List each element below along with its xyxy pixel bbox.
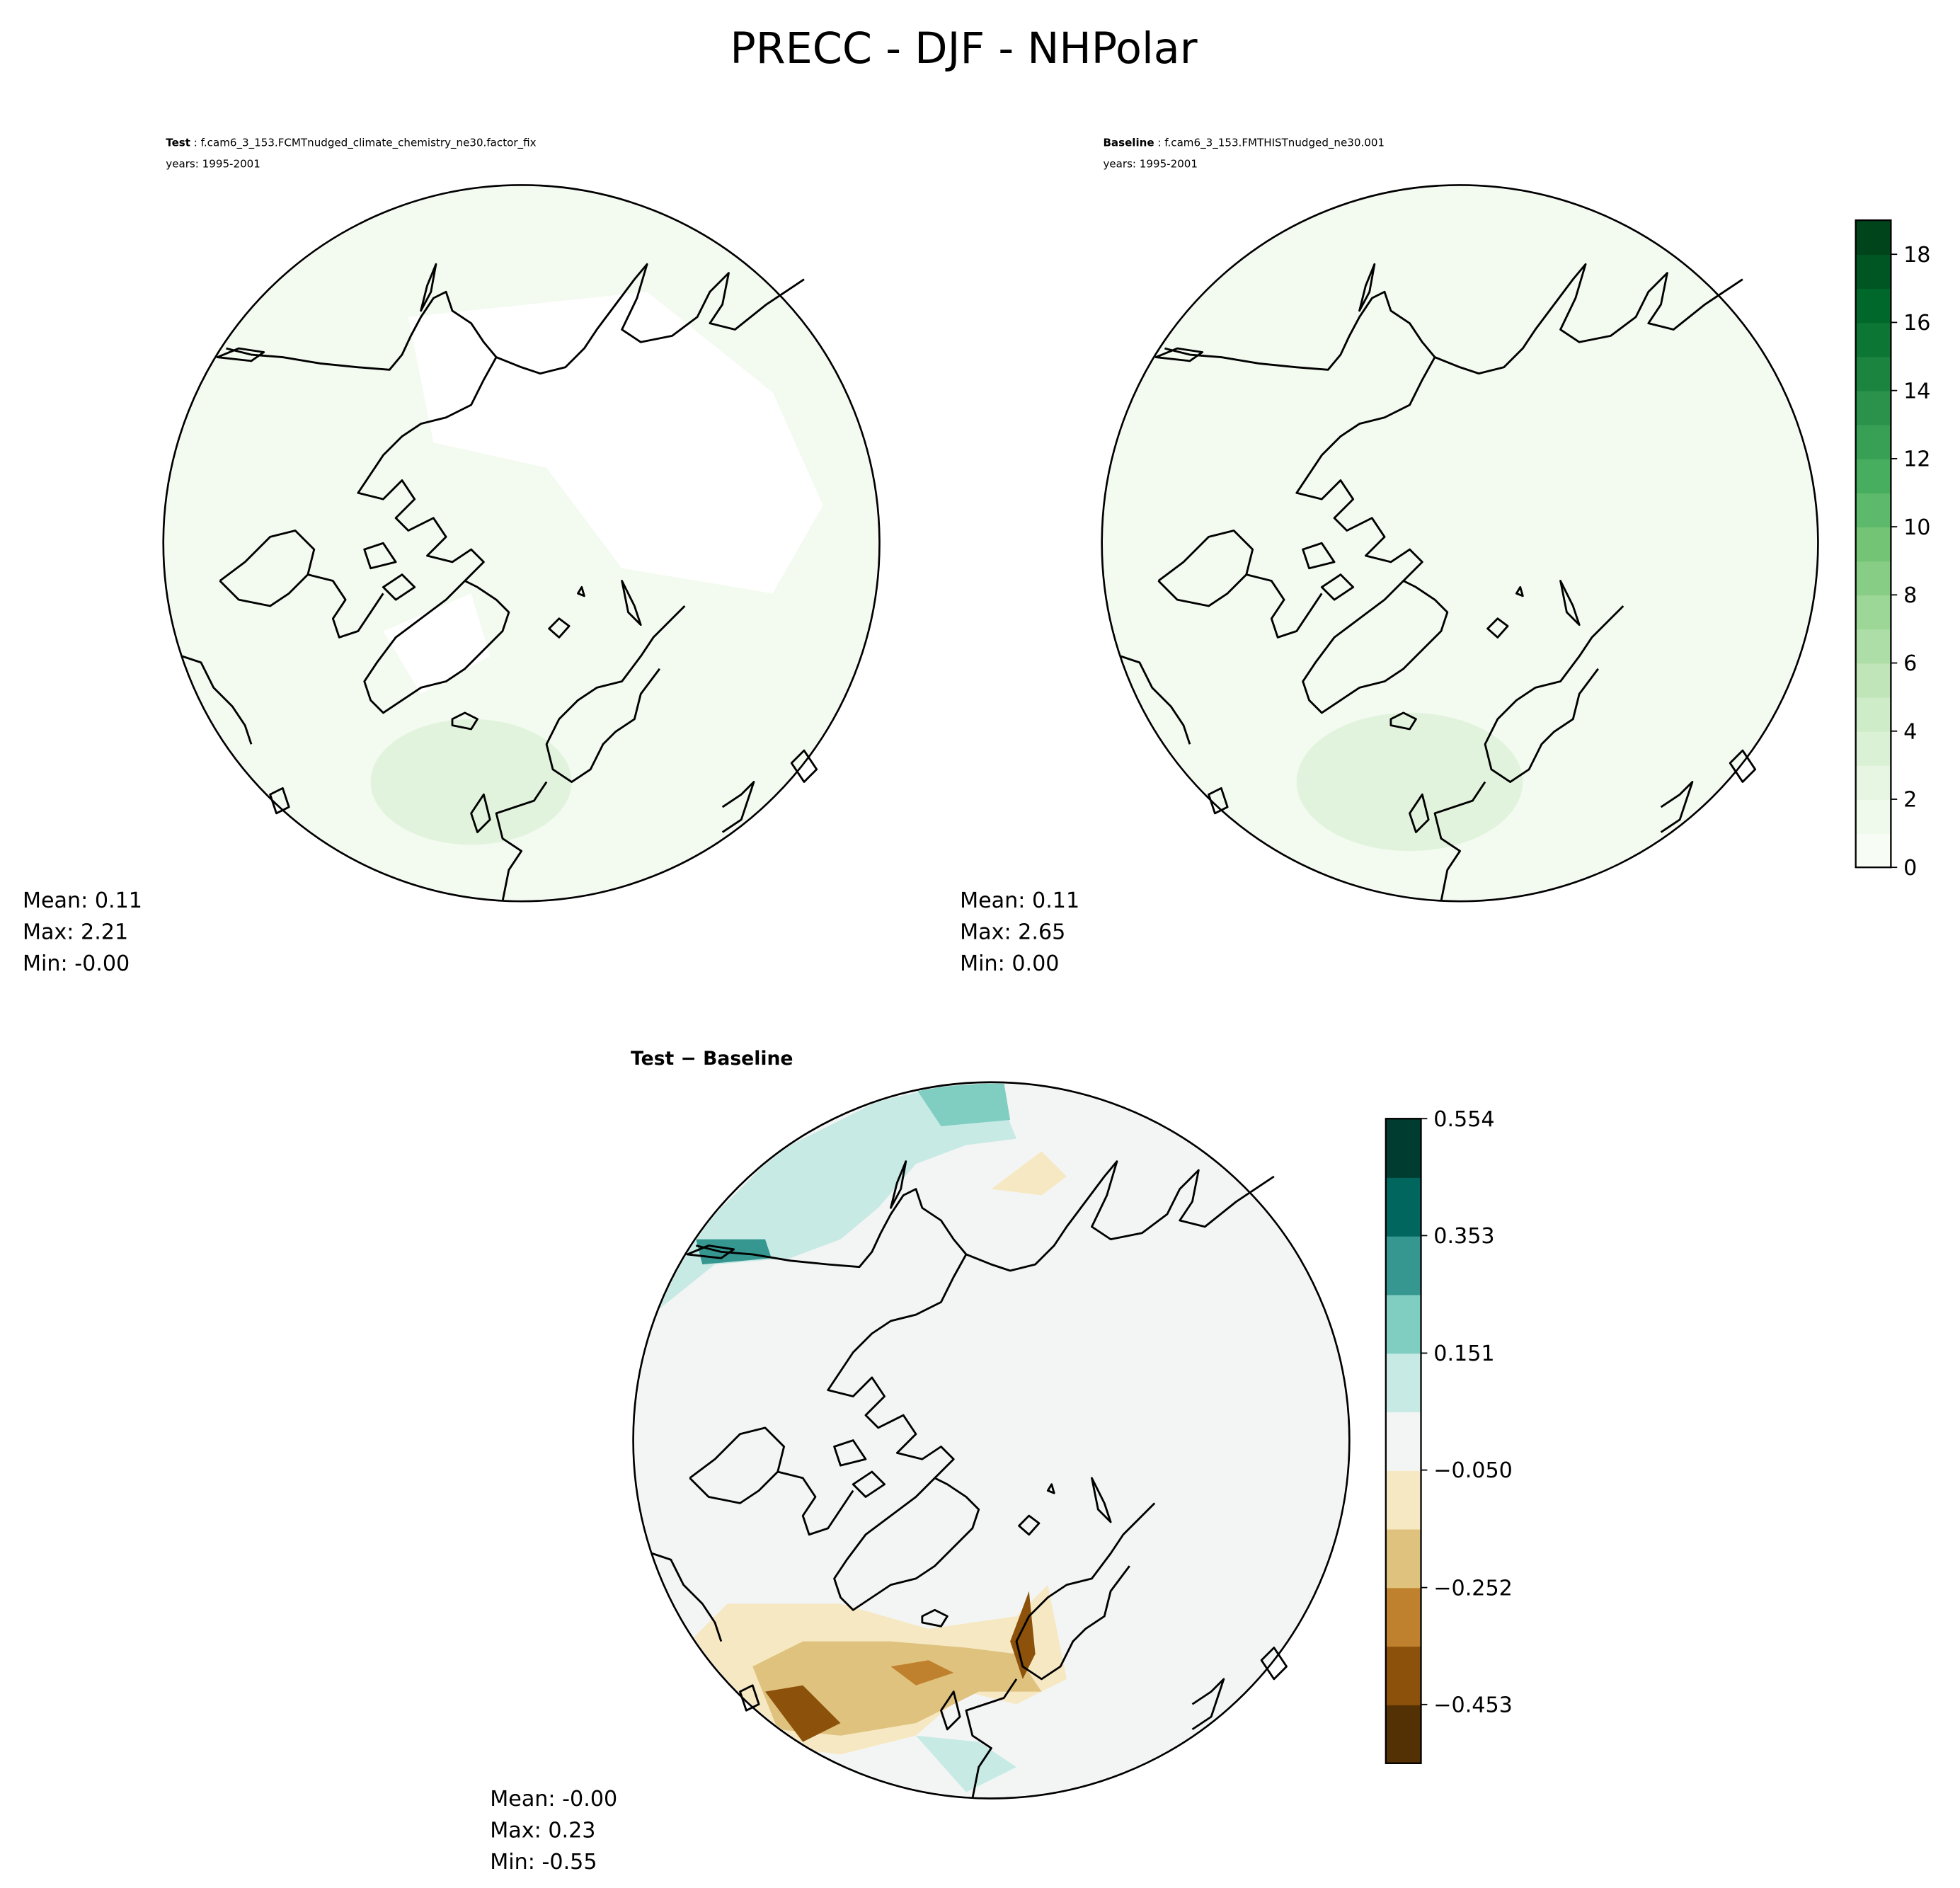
- colorbar-tick-label: 4: [1903, 719, 1917, 744]
- panel-baseline-years: years: 1995-2001: [1103, 158, 1198, 171]
- colorbar-band: [1385, 1705, 1421, 1764]
- stat-max: Max: 0.23: [490, 1819, 595, 1843]
- stat-min: Min: 0.00: [960, 951, 1059, 976]
- colorbar-tick-label: 18: [1903, 243, 1930, 268]
- stat-mean: Mean: 0.11: [960, 888, 1079, 913]
- colorbar-band: [1855, 458, 1891, 493]
- colorbar-band: [1855, 288, 1891, 324]
- colorbar-band: [1855, 731, 1891, 766]
- field-high-region: [1296, 712, 1523, 852]
- colorbar-tick-label: 6: [1903, 651, 1917, 676]
- colorbar-tick-label: 10: [1903, 515, 1930, 540]
- panel-test: Test : f.cam6_3_153.FCMTnudged_climate_c…: [23, 136, 881, 976]
- map-diff: [632, 1081, 1351, 1800]
- colorbar-band: [1855, 595, 1891, 630]
- colorbar-outline: [1855, 219, 1892, 869]
- map-background: [1103, 186, 1817, 900]
- stat-max: Max: 2.21: [23, 920, 128, 944]
- colorbar-tick-label: 0.151: [1433, 1341, 1494, 1366]
- colorbar-tick-label: −0.453: [1433, 1693, 1513, 1717]
- colorbar-band: [1385, 1587, 1421, 1647]
- colorbar-band: [1855, 254, 1891, 290]
- panel-baseline-label: Baseline : f.cam6_3_153.FMTHISTnudged_ne…: [1103, 136, 1385, 149]
- map-boundary: [632, 1081, 1351, 1800]
- colorbar-band: [1855, 356, 1891, 391]
- colorbar-band: [1385, 1177, 1421, 1237]
- map-baseline: [1101, 184, 1819, 903]
- map-test: [162, 184, 881, 903]
- colorbar-tick-label: 14: [1903, 379, 1930, 404]
- colorbar-band: [1855, 492, 1891, 527]
- colorbar-tick-label: 16: [1903, 311, 1930, 336]
- colorbar-band: [1855, 663, 1891, 698]
- stat-min: Min: -0.55: [490, 1850, 597, 1875]
- panel-test-years: years: 1995-2001: [166, 158, 260, 171]
- colorbar-band: [1385, 1528, 1421, 1589]
- field-negative-region: [890, 1660, 954, 1686]
- colorbar-tick-label: 8: [1903, 583, 1917, 608]
- colorbar-band: [1855, 390, 1891, 425]
- panel-diff-label: Test − Baseline: [631, 1048, 793, 1070]
- field-positive-region: [915, 1735, 1016, 1792]
- colorbar-tick-label: −0.050: [1433, 1458, 1513, 1483]
- stat-max: Max: 2.65: [960, 920, 1065, 944]
- colorbar-tick-label: 0.353: [1433, 1224, 1494, 1249]
- panel-diff: Test − Baseline Mean: -0.00 Max: 0.23 Mi…: [490, 1048, 1351, 1875]
- stat-mean: Mean: 0.11: [23, 888, 142, 913]
- colorbar-band: [1855, 561, 1891, 596]
- colorbar-band: [1385, 1235, 1421, 1295]
- colorbar-tick-label: 0: [1903, 856, 1917, 881]
- panel-test-label: Test : f.cam6_3_153.FCMTnudged_climate_c…: [166, 136, 536, 149]
- colorbar-tick-label: 2: [1903, 788, 1917, 813]
- field-negative-region: [991, 1151, 1067, 1196]
- colorbar-band: [1855, 697, 1891, 732]
- colorbar-tick-label: −0.252: [1433, 1576, 1513, 1601]
- field-low-region: [408, 292, 823, 594]
- colorbar-band: [1855, 833, 1891, 869]
- colorbar-band: [1385, 1646, 1421, 1705]
- colorbar-band: [1385, 1119, 1421, 1178]
- field-negative-region: [764, 1685, 841, 1742]
- colorbar-tick-label: 12: [1903, 447, 1930, 472]
- figure-title: PRECC - DJF - NHPolar: [730, 24, 1197, 74]
- colorbar-outline: [1385, 1118, 1422, 1764]
- colorbar-band: [1855, 424, 1891, 459]
- colorbar-diff: −0.453 −0.252 −0.050 0.151 0.353 0.554: [1385, 1107, 1513, 1764]
- colorbar-band: [1855, 527, 1891, 562]
- field-negative-region: [1010, 1591, 1036, 1679]
- colorbar-band: [1385, 1353, 1421, 1413]
- map-boundary: [162, 184, 881, 903]
- panel-baseline: Baseline : f.cam6_3_153.FMTHISTnudged_ne…: [960, 136, 1819, 976]
- map-boundary: [1101, 184, 1819, 903]
- colorbar-band: [1855, 322, 1891, 357]
- stat-min: Min: -0.00: [23, 951, 130, 976]
- colorbar-band: [1855, 220, 1891, 256]
- colorbar-band: [1385, 1412, 1421, 1471]
- stat-mean: Mean: -0.00: [490, 1787, 617, 1812]
- colorbar-tick-label: 0.554: [1433, 1107, 1494, 1132]
- colorbar-band: [1385, 1470, 1421, 1530]
- field-positive-region: [915, 1083, 1011, 1126]
- colorbar-main: 0 2 4 6 8 10 12 14 16 18: [1855, 219, 1931, 881]
- colorbar-band: [1855, 765, 1891, 800]
- field-high-region: [370, 719, 572, 845]
- colorbar-band: [1385, 1294, 1421, 1354]
- colorbar-band: [1855, 629, 1891, 664]
- colorbar-band: [1855, 799, 1891, 835]
